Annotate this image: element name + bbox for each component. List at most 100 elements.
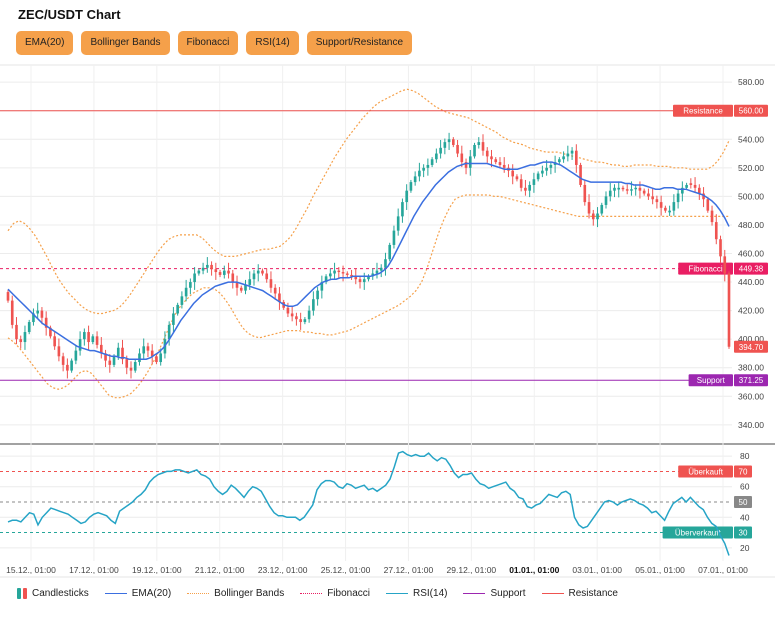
candle-body xyxy=(481,142,485,151)
legend-item-bollinger[interactable]: Bollinger Bands xyxy=(187,588,284,599)
candle-body xyxy=(719,239,722,257)
x-tick-label: 29.12., 01:00 xyxy=(447,565,497,575)
candle-body xyxy=(460,153,464,163)
x-tick-label: 07.01., 01:00 xyxy=(698,565,748,575)
resistance-swatch-icon xyxy=(541,593,564,594)
candle-body xyxy=(83,332,86,340)
candle-body xyxy=(256,270,260,274)
candle-body xyxy=(473,144,476,157)
support-label: Support xyxy=(697,376,726,385)
fibonacci-button[interactable]: Fibonacci xyxy=(177,31,239,55)
candle-body xyxy=(659,202,663,208)
price-y-tick-label: 520.00 xyxy=(738,163,764,173)
bollinger-bands-button[interactable]: Bollinger Bands xyxy=(81,31,170,55)
candle-body xyxy=(511,170,515,177)
x-tick-label: 27.12., 01:00 xyxy=(384,565,434,575)
candle-body xyxy=(290,313,294,317)
candle-body xyxy=(354,276,358,280)
last-price-bg xyxy=(734,340,768,353)
candle-body xyxy=(418,170,421,177)
candle-body xyxy=(121,347,124,360)
candle-body xyxy=(261,270,264,274)
candle-body xyxy=(49,327,52,337)
candle-body xyxy=(591,213,595,220)
fibonacci-price-bg xyxy=(734,262,768,275)
candle-body xyxy=(596,213,599,220)
candle-body xyxy=(201,267,205,271)
candle-body xyxy=(341,272,345,274)
candle-body xyxy=(133,362,137,371)
fibonacci-label-bg xyxy=(678,262,733,275)
rsi-y-tick-label: 80 xyxy=(740,451,750,461)
resistance-label-bg xyxy=(673,104,733,117)
rsi-button[interactable]: RSI(14) xyxy=(246,31,299,55)
legend-item-ema[interactable]: EMA(20) xyxy=(104,588,172,599)
bollinger-swatch-icon xyxy=(187,593,210,594)
candle-body xyxy=(600,204,604,214)
candle-body xyxy=(252,273,256,280)
legend-item-resistance[interactable]: Resistance xyxy=(541,588,618,599)
candle-body xyxy=(214,269,218,273)
candle-body xyxy=(532,179,536,185)
candle-body xyxy=(367,276,370,280)
ema-line xyxy=(7,161,730,360)
candle-body xyxy=(426,164,430,168)
candle-body xyxy=(456,144,459,154)
candle-body xyxy=(621,187,625,190)
chart-legend: Candlesticks EMA(20) Bollinger Bands Fib… xyxy=(17,588,618,599)
candle-body xyxy=(672,202,676,211)
candle-body xyxy=(329,273,332,277)
ema-swatch-icon xyxy=(104,593,127,594)
candle-body xyxy=(74,350,78,361)
candle-body xyxy=(413,176,417,183)
candle-body xyxy=(316,290,319,300)
ema-button[interactable]: EMA(20) xyxy=(16,31,74,55)
candle-body xyxy=(583,184,587,203)
candle-body xyxy=(681,187,684,194)
candle-body xyxy=(27,322,31,333)
x-tick-label: 21.12., 01:00 xyxy=(195,565,245,575)
candle-body xyxy=(159,353,162,363)
candle-body xyxy=(66,364,69,371)
candle-body xyxy=(575,150,578,165)
candle-body xyxy=(494,159,498,163)
support-label-bg xyxy=(688,374,733,387)
candle-body xyxy=(630,189,633,191)
candle-body xyxy=(655,199,659,203)
candle-body xyxy=(401,202,404,217)
candle-body xyxy=(36,310,40,314)
candle-body xyxy=(150,350,154,357)
candle-body xyxy=(23,332,27,343)
candle-body xyxy=(129,367,133,371)
support-resistance-button[interactable]: Support/Resistance xyxy=(306,31,413,55)
candle-body xyxy=(447,139,451,143)
candle-body xyxy=(443,142,447,148)
legend-item-support[interactable]: Support xyxy=(463,588,526,599)
candle-body xyxy=(566,153,570,157)
candle-body xyxy=(676,193,680,203)
candle-body xyxy=(155,356,158,363)
candle-body xyxy=(146,346,150,351)
legend-item-rsi[interactable]: RSI(14) xyxy=(386,588,447,599)
legend-label: EMA(20) xyxy=(131,588,172,599)
candle-body xyxy=(697,187,701,194)
legend-item-candlesticks[interactable]: Candlesticks xyxy=(17,588,89,599)
candle-body xyxy=(468,156,472,168)
candle-body xyxy=(485,150,489,157)
candle-body xyxy=(638,187,642,191)
x-tick-label: 19.12., 01:00 xyxy=(132,565,182,575)
support-price-label: 371.25 xyxy=(739,376,764,385)
bollinger-upper-line xyxy=(7,88,730,315)
candle-body xyxy=(685,184,688,188)
candle-body xyxy=(613,187,616,191)
candle-body xyxy=(278,293,281,303)
candle-body xyxy=(524,187,527,191)
candle-body xyxy=(362,279,366,283)
candle-body xyxy=(634,187,638,190)
legend-item-fibonacci[interactable]: Fibonacci xyxy=(300,588,370,599)
candle-body xyxy=(206,264,209,268)
candle-body xyxy=(295,316,298,320)
candle-body xyxy=(604,196,608,205)
legend-label: RSI(14) xyxy=(413,588,448,599)
